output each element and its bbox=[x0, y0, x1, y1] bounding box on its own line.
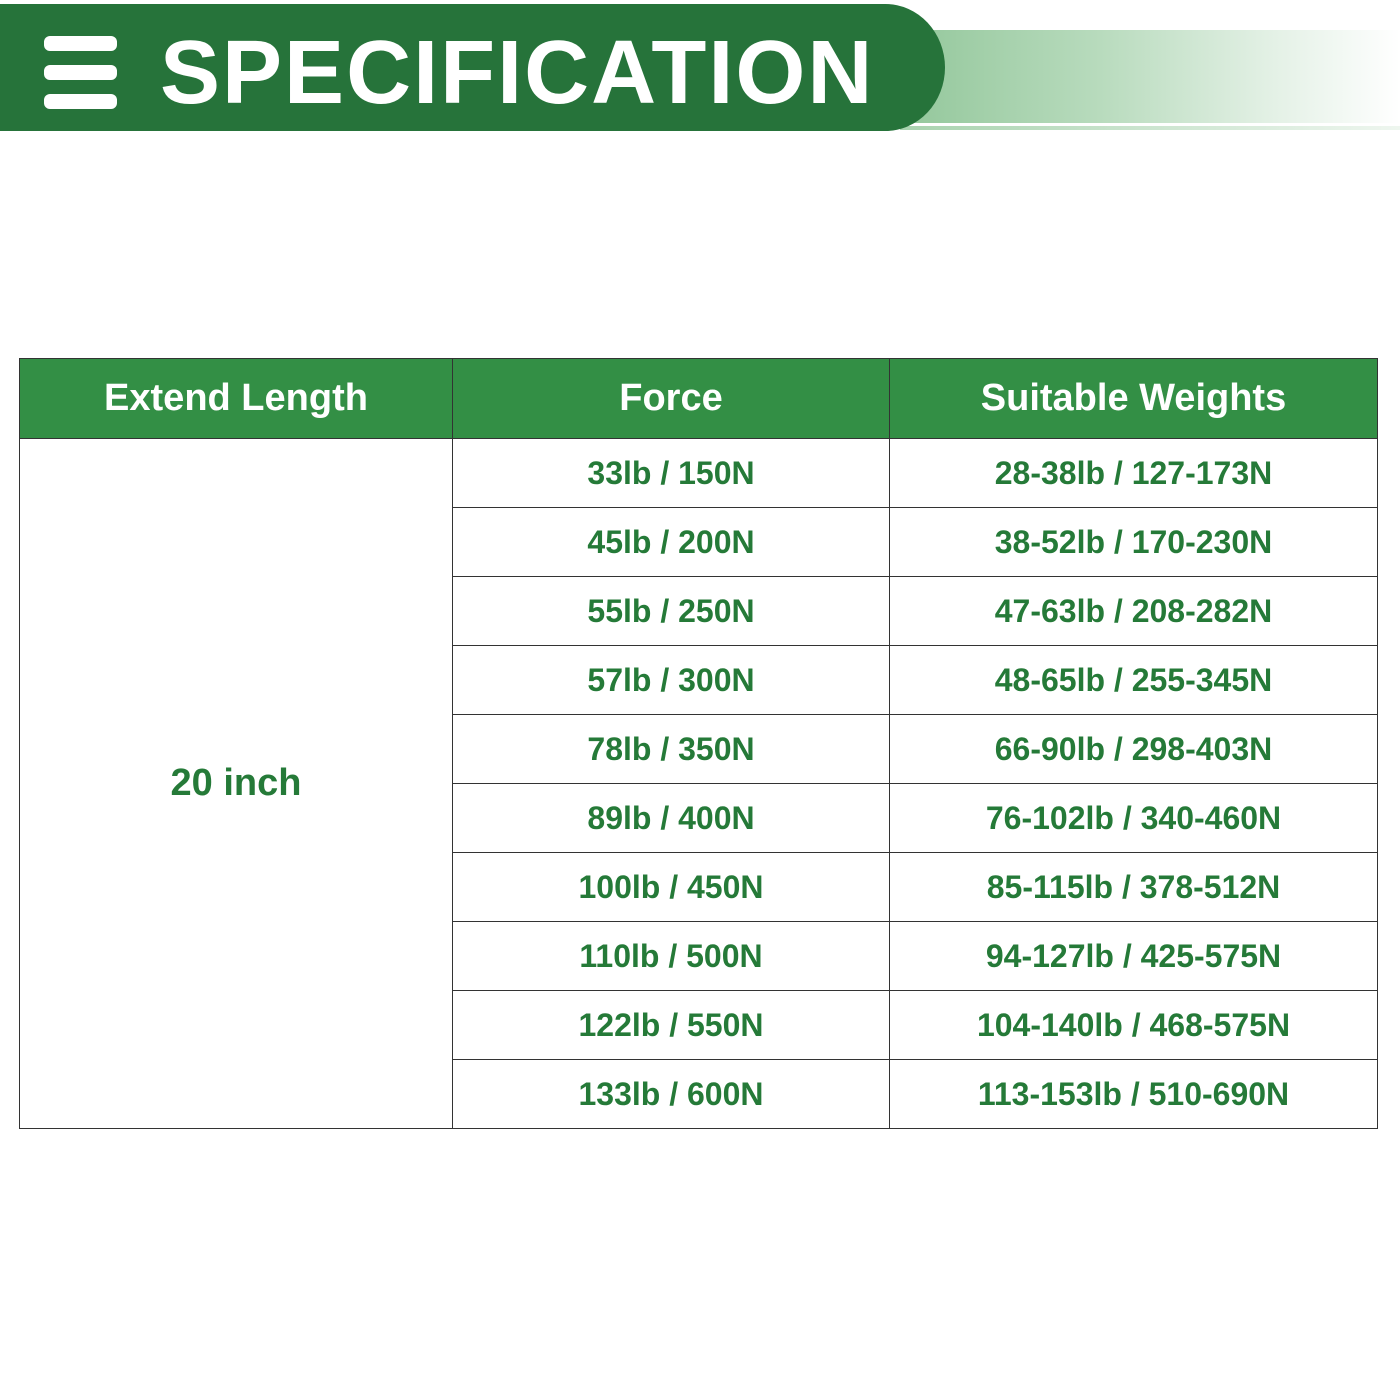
page-title: SPECIFICATION bbox=[160, 23, 875, 123]
suitable-weights-cell: 47-63lb / 208-282N bbox=[889, 576, 1378, 646]
spec-table: Extend Length Force Suitable Weights 20 … bbox=[19, 358, 1378, 1129]
force-cell: 133lb / 600N bbox=[452, 1059, 890, 1129]
table-row: 100lb / 450N 85-115lb / 378-512N bbox=[20, 852, 1378, 922]
force-cell: 57lb / 300N bbox=[452, 645, 890, 715]
force-cell: 33lb / 150N bbox=[452, 438, 890, 508]
header-gradient-strip bbox=[900, 30, 1400, 123]
column-header-extend-length: Extend Length bbox=[19, 358, 453, 439]
table-row: 89lb / 400N 76-102lb / 340-460N bbox=[20, 783, 1378, 853]
header-gradient-line bbox=[900, 126, 1400, 130]
column-header-force: Force bbox=[452, 358, 890, 439]
table-header-row: Extend Length Force Suitable Weights bbox=[19, 358, 1378, 439]
force-cell: 89lb / 400N bbox=[452, 783, 890, 853]
table-row: 133lb / 600N 113-153lb / 510-690N bbox=[20, 1059, 1378, 1129]
menu-icon bbox=[44, 36, 117, 110]
table-row: 57lb / 300N 48-65lb / 255-345N bbox=[20, 645, 1378, 715]
column-header-suitable-weights: Suitable Weights bbox=[889, 358, 1378, 439]
suitable-weights-cell: 66-90lb / 298-403N bbox=[889, 714, 1378, 784]
suitable-weights-cell: 76-102lb / 340-460N bbox=[889, 783, 1378, 853]
suitable-weights-cell: 94-127lb / 425-575N bbox=[889, 921, 1378, 991]
force-cell: 122lb / 550N bbox=[452, 990, 890, 1060]
force-cell: 100lb / 450N bbox=[452, 852, 890, 922]
extend-length-cell: 20 inch bbox=[19, 438, 453, 1129]
suitable-weights-cell: 38-52lb / 170-230N bbox=[889, 507, 1378, 577]
table-row: 20 inch 33lb / 150N 28-38lb / 127-173N bbox=[19, 438, 1378, 1129]
suitable-weights-cell: 104-140lb / 468-575N bbox=[889, 990, 1378, 1060]
header-banner: SPECIFICATION bbox=[0, 4, 945, 131]
force-cell: 110lb / 500N bbox=[452, 921, 890, 991]
table-row: 45lb / 200N 38-52lb / 170-230N bbox=[20, 507, 1378, 577]
suitable-weights-cell: 85-115lb / 378-512N bbox=[889, 852, 1378, 922]
table-row: 122lb / 550N 104-140lb / 468-575N bbox=[20, 990, 1378, 1060]
suitable-weights-cell: 48-65lb / 255-345N bbox=[889, 645, 1378, 715]
table-row: 110lb / 500N 94-127lb / 425-575N bbox=[20, 921, 1378, 991]
force-cell: 45lb / 200N bbox=[452, 507, 890, 577]
force-cell: 78lb / 350N bbox=[452, 714, 890, 784]
force-cell: 55lb / 250N bbox=[452, 576, 890, 646]
suitable-weights-cell: 113-153lb / 510-690N bbox=[889, 1059, 1378, 1129]
suitable-weights-cell: 28-38lb / 127-173N bbox=[889, 438, 1378, 508]
